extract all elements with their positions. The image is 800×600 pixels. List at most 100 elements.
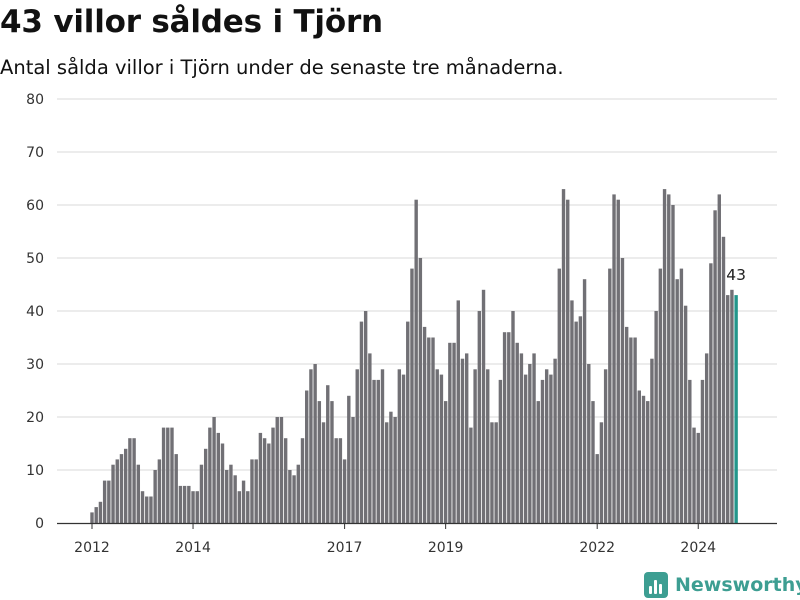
bar [363, 311, 368, 523]
bar [250, 459, 254, 523]
bar [443, 401, 448, 523]
bar [511, 311, 515, 523]
bar [107, 480, 111, 523]
bar [347, 395, 351, 523]
bar [136, 464, 141, 523]
bar [241, 480, 246, 523]
bar [98, 501, 103, 523]
bar [145, 496, 149, 523]
bar [309, 369, 313, 523]
bar [351, 417, 355, 523]
bar [292, 475, 296, 523]
bar [704, 353, 709, 523]
bar [157, 459, 162, 523]
bar [683, 305, 688, 523]
bar [368, 353, 372, 523]
bar [717, 194, 721, 523]
bar [317, 401, 322, 523]
bar [422, 326, 427, 523]
bar [128, 438, 132, 523]
bar [477, 311, 482, 523]
bar [313, 364, 317, 523]
bar [624, 326, 629, 523]
bar [389, 411, 393, 523]
bar [528, 364, 532, 523]
bar [208, 427, 212, 523]
bar [650, 358, 654, 523]
bar [342, 459, 347, 523]
bar [123, 448, 128, 523]
bar [587, 364, 591, 523]
bar [536, 401, 540, 523]
bar [199, 464, 204, 523]
bar [452, 342, 456, 523]
bar [574, 321, 578, 523]
bar [271, 427, 275, 523]
bar [359, 321, 364, 523]
bar [296, 464, 300, 523]
bar [170, 427, 174, 523]
bar [532, 353, 536, 523]
bar [696, 432, 700, 523]
bar [544, 369, 549, 523]
bar [372, 379, 376, 523]
bar [523, 374, 528, 523]
bar [212, 417, 216, 523]
bar [662, 189, 667, 523]
bar [566, 199, 570, 523]
bar [321, 422, 326, 523]
bar [326, 385, 330, 523]
x-tick-label: 2022 [579, 540, 615, 556]
bar [397, 369, 402, 523]
bar [726, 295, 730, 523]
bar [94, 507, 98, 523]
bar [355, 369, 359, 523]
bar [688, 379, 692, 523]
bar [494, 422, 498, 523]
bar [161, 427, 166, 523]
bar [435, 369, 439, 523]
bar [275, 417, 279, 523]
bar [540, 379, 545, 523]
bar [140, 491, 145, 523]
bar [464, 353, 469, 523]
bar [713, 210, 717, 524]
bar [115, 459, 119, 523]
data-label: 43 [726, 266, 746, 284]
bar [401, 374, 406, 523]
bar [262, 438, 267, 523]
bar [599, 422, 604, 523]
bar [637, 390, 641, 523]
bar [90, 512, 94, 523]
bar [166, 427, 170, 523]
bar [460, 358, 465, 523]
bar [709, 263, 713, 523]
bar [187, 485, 191, 523]
bar [730, 289, 734, 523]
bar [225, 470, 229, 523]
bar [229, 464, 233, 523]
bar [502, 332, 507, 523]
bar [410, 268, 414, 523]
bar [486, 369, 490, 523]
bar [427, 337, 431, 523]
bar [507, 332, 511, 523]
bar [406, 321, 410, 523]
bar [498, 379, 503, 523]
bar [679, 268, 684, 523]
bar [591, 401, 595, 523]
bar [174, 454, 178, 523]
bar [283, 438, 288, 523]
newsworthy-logo: Newsworthy [644, 570, 800, 600]
bar [448, 342, 452, 523]
bar [182, 485, 187, 523]
bar [549, 374, 553, 523]
bar [380, 369, 385, 523]
y-tick-label: 80 [26, 92, 44, 108]
bar [570, 300, 574, 523]
bar [300, 438, 305, 523]
bar [481, 289, 486, 523]
bar [646, 401, 650, 523]
bar [305, 390, 309, 523]
